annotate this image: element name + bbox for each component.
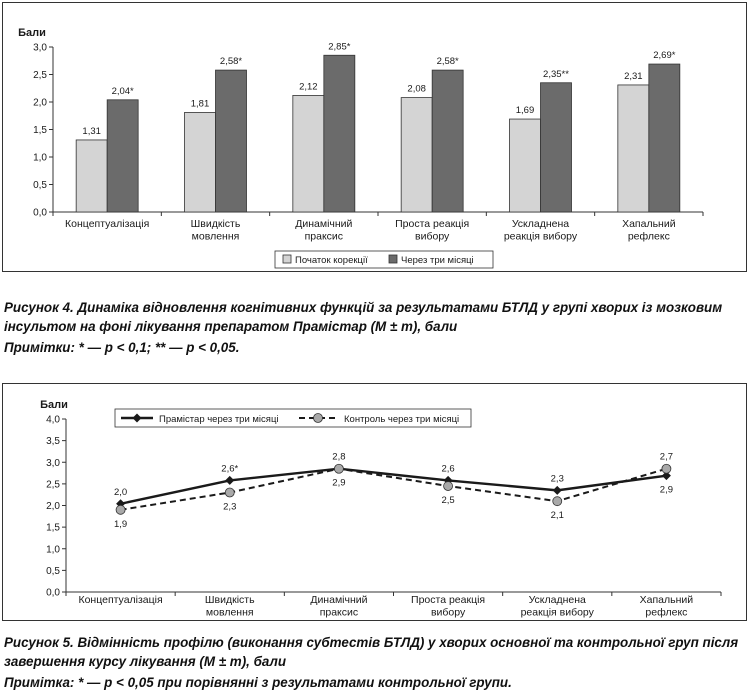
- marker-control: [661, 463, 672, 474]
- point-value-label: 2,3: [223, 502, 236, 513]
- legend: Початок корекції Через три місяці: [274, 250, 494, 269]
- marker-control: [224, 487, 235, 498]
- point-value-label: 2,9: [660, 485, 673, 496]
- y-tick-label: 0,0: [33, 208, 47, 219]
- y-tick-label: 4,0: [46, 415, 60, 426]
- figure-4-note: Примітки: * — p < 0,1; ** — p < 0,05.: [4, 340, 240, 355]
- bar-after-3-months: [215, 69, 247, 213]
- bar-value-label: 2,58*: [437, 56, 459, 67]
- bar-start: [292, 95, 325, 213]
- marker-control: [552, 496, 563, 507]
- bar-value-label: 2,85*: [328, 41, 350, 52]
- x-tick-label: Хапальний рефлекс: [640, 594, 694, 619]
- y-tick-label: 3,0: [33, 43, 47, 54]
- series-line-control: [120, 467, 667, 511]
- y-tick-label: 2,0: [46, 501, 60, 512]
- x-tick-label: Хапальний рефлекс: [622, 218, 676, 243]
- bar-start: [75, 139, 108, 213]
- bar-value-label: 2,58*: [220, 56, 242, 67]
- bar-value-label: 1,81: [191, 98, 210, 109]
- figure-5-frame: Бали 0,0 0,5 1,0 1,5 2,0 2,5 3,0 3,5 4,0 Концептуа…: [2, 383, 747, 621]
- y-tick-label: 3,5: [46, 436, 60, 447]
- y-tick-label: 0,5: [46, 566, 60, 577]
- y-tick-label: 0,5: [33, 180, 47, 191]
- y-axis-title: Бали: [40, 399, 68, 411]
- y-tick-label: 2,5: [46, 479, 60, 490]
- x-tick-label: Динамічний праксис: [295, 218, 352, 243]
- legend-label: Контроль через три місяці: [344, 414, 459, 425]
- point-value-label: 2,8: [332, 452, 345, 463]
- bar-value-label: 2,31: [624, 71, 643, 82]
- marker-pramistar: [225, 475, 235, 485]
- figure-4-caption: Рисунок 4. Динаміка відновлення когнітив…: [4, 300, 723, 334]
- bar-after-3-months: [431, 69, 464, 213]
- figure-5-note: Примітка: * — p < 0,05 при порівнянні з …: [4, 675, 512, 690]
- marker-control: [443, 481, 453, 491]
- point-value-label: 2,1: [551, 510, 564, 521]
- bar-start: [617, 84, 650, 213]
- figure-4-frame: Бали 0,0 0,5 1,0 1,5 2,0 2,5 3,0 Концептуалізаці…: [2, 2, 747, 272]
- x-tick-label: Ускладнена реакція вибору: [521, 594, 595, 619]
- y-tick-label: 1,0: [33, 153, 47, 164]
- x-tick-label: Проста реакція вибору: [411, 594, 485, 619]
- point-value-label: 2,5: [441, 495, 454, 506]
- marker-control: [115, 504, 126, 515]
- bar-after-3-months: [648, 63, 681, 213]
- bar-value-label: 2,12: [299, 81, 318, 92]
- x-tick-label: Концептуалізація: [78, 594, 162, 606]
- figure-5-caption: Рисунок 5. Відмінність профілю (виконанн…: [4, 635, 739, 669]
- point-value-label: 2,3: [551, 473, 564, 484]
- point-value-label: 2,0: [114, 487, 127, 498]
- y-tick-label: 3,0: [46, 458, 60, 469]
- bar-after-3-months: [540, 82, 572, 213]
- legend-label: Прамістар через три місяці: [159, 414, 279, 425]
- point-value-label: 2,9: [332, 478, 345, 489]
- series-line-pramistar: [120, 467, 667, 505]
- legend-box: [114, 408, 472, 428]
- y-tick-label: 1,5: [46, 523, 60, 534]
- point-value-label: 2,6: [441, 463, 454, 474]
- x-tick-label: Швидкість мовлення: [191, 218, 241, 243]
- legend-swatch: [282, 254, 292, 264]
- legend-box: [274, 250, 494, 269]
- bar-value-label: 2,35**: [543, 69, 569, 80]
- x-tick-label: Проста реакція вибору: [395, 218, 469, 243]
- marker-pramistar: [552, 485, 562, 495]
- legend-swatch: [388, 254, 398, 264]
- bar-value-label: 1,69: [516, 105, 535, 116]
- legend-label: Через три місяці: [401, 255, 474, 266]
- bar-value-label: 1,31: [82, 126, 101, 137]
- bar-start: [400, 97, 433, 213]
- y-tick-label: 1,0: [46, 544, 60, 555]
- bar-after-3-months: [323, 54, 356, 213]
- legend-marker-pramistar: [132, 413, 142, 423]
- figure-4-bar-chart: Бали 0,0 0,5 1,0 1,5 2,0 2,5 3,0 Концептуалізаці…: [18, 27, 704, 269]
- y-tick-label: 0,0: [46, 588, 60, 599]
- x-tick-label: Концептуалізація: [65, 218, 149, 230]
- x-tick-label: Динамічний праксис: [310, 594, 367, 619]
- point-value-label: 2,6*: [221, 463, 238, 474]
- legend-marker-control: [313, 413, 323, 423]
- bar-start: [509, 118, 541, 213]
- y-tick-label: 2,5: [33, 70, 47, 81]
- x-tick-label: Швидкість мовлення: [205, 594, 255, 619]
- legend: Прамістар через три місяці Контроль через…: [114, 408, 472, 428]
- figure-5-line-chart: Бали 0,0 0,5 1,0 1,5 2,0 2,5 3,0 3,5 4,0 Концептуа…: [40, 399, 722, 619]
- marker-control: [334, 463, 344, 474]
- point-value-label: 2,7: [660, 452, 673, 463]
- bar-after-3-months: [106, 99, 139, 213]
- legend-label: Початок корекції: [295, 255, 368, 266]
- x-tick-label: Ускладнена реакція вибору: [504, 218, 578, 243]
- y-tick-label: 1,5: [33, 125, 47, 136]
- point-value-label: 1,9: [114, 519, 127, 530]
- bar-value-label: 2,08: [407, 84, 426, 95]
- y-tick-label: 2,0: [33, 98, 47, 109]
- bar-value-label: 2,04*: [112, 86, 134, 97]
- bar-value-label: 2,69*: [653, 50, 675, 61]
- y-axis-title: Бали: [18, 27, 46, 39]
- marker-pramistar: [661, 471, 671, 481]
- marker-pramistar: [443, 475, 453, 485]
- bar-start: [184, 112, 216, 213]
